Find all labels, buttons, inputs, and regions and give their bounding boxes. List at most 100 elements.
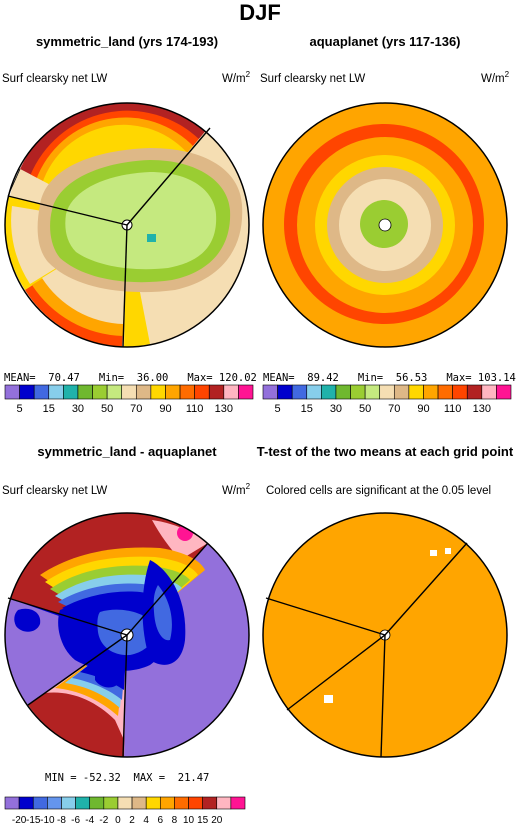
panel-2-stats: MEAN= 89.42 Min= 56.53 Max= 103.14 (263, 372, 516, 384)
colorbar-3-tick-label: -15 (26, 815, 41, 825)
colorbar-3-swatch-6 (89, 796, 105, 810)
colorbar-3-swatch-10 (145, 796, 161, 810)
colorbar-2-tick-label: 70 (388, 403, 400, 415)
colorbar-3-tick-label: -2 (99, 815, 108, 825)
colorbar-3-tick-label: 15 (197, 815, 209, 825)
colorbar-3-swatch-14 (202, 796, 218, 810)
colorbar-1-tick-label: 50 (101, 403, 113, 415)
panel-4-map (262, 512, 508, 758)
p3-blob-w1 (14, 608, 41, 632)
colorbar-1-swatch-16 (238, 384, 254, 400)
colorbar-3-tick-label: -6 (71, 815, 80, 825)
colorbar-2-swatch-5 (335, 384, 351, 400)
colorbar-2-swatch-13 (452, 384, 468, 400)
colorbar-3-swatch-3 (47, 796, 62, 810)
colorbar-1-tick-label: 30 (72, 403, 84, 415)
colorbar-3-swatch-0 (4, 796, 20, 810)
panel-1-units: W/m2 (222, 70, 251, 85)
panel-3-stats: MIN = -52.32 MAX = 21.47 (45, 772, 209, 784)
p3-east-sector (124, 543, 249, 757)
colorbar-2-swatch-3 (306, 384, 322, 400)
colorbar-3-swatch-16 (230, 796, 246, 810)
colorbar-1-swatch-9 (135, 384, 152, 400)
colorbar-1-swatch-13 (194, 384, 210, 400)
colorbar-3-tick-label: -4 (85, 815, 94, 825)
colorbar-2-tick-label: 30 (330, 403, 342, 415)
colorbar-2-tick-label: 50 (359, 403, 371, 415)
colorbar-3-tick-label: 4 (143, 815, 149, 825)
colorbar-3-tick-label: -20 (12, 815, 27, 825)
colorbar-3-swatch-2 (32, 796, 48, 810)
colorbar-1-swatch-6 (92, 384, 108, 400)
colorbar-2-swatch-16 (496, 384, 512, 400)
colorbar-1-tick-label: 70 (130, 403, 142, 415)
colorbar-1-swatch-8 (121, 384, 137, 400)
colorbar-1-tick-label: 130 (215, 403, 233, 415)
colorbar-2-swatch-2 (291, 384, 308, 400)
colorbar-panel-2: 5 15 30 50 70 90 110 130 (262, 384, 512, 415)
colorbar-3-tick-label: -10 (40, 815, 55, 825)
panel-4-note: Colored cells are significant at the 0.0… (266, 485, 491, 497)
colorbar-2-tick-label: 15 (301, 403, 313, 415)
colorbar-1-tick-label: 15 (43, 403, 55, 415)
colorbar-2-swatch-10 (408, 384, 424, 400)
colorbar-3-tick-label: 0 (115, 815, 121, 825)
colorbar-2-swatch-7 (364, 384, 381, 400)
colorbar-1-swatch-10 (150, 384, 166, 400)
panel-1-map (4, 102, 250, 348)
colorbar-2-tick-label: 110 (444, 403, 462, 415)
panel-3-units: W/m2 (222, 482, 251, 497)
colorbar-2-swatch-4 (321, 384, 337, 400)
colorbar-1-swatch-1 (19, 384, 35, 400)
colorbar-1-tick-label: 110 (186, 403, 204, 415)
colorbar-3-tick-label: -8 (57, 815, 66, 825)
colorbar-3-swatch-7 (103, 796, 119, 810)
colorbar-panel-1: 5 15 30 50 70 90 110 130 (4, 384, 254, 415)
colorbar-2-swatch-15 (481, 384, 497, 400)
colorbar-2-swatch-0 (262, 384, 278, 400)
colorbar-panel-3: -20 -15 -10 -8 -6 -4 -2 0 2 4 6 8 10 15 20 (4, 796, 246, 825)
panel-2-title: aquaplanet (yrs 117-136) (309, 34, 460, 49)
colorbar-3-tick-label: 2 (129, 815, 135, 825)
colorbar-3-swatch-13 (188, 796, 203, 810)
colorbar-1-swatch-12 (179, 384, 195, 400)
colorbar-1-tick-label: 5 (17, 403, 23, 415)
figure-title: DJF (239, 0, 281, 25)
panel-3-variable-label: Surf clearsky net LW (2, 485, 107, 497)
colorbar-2-swatch-6 (350, 384, 366, 400)
colorbar-1-tick-label: 90 (159, 403, 171, 415)
colorbar-2-swatch-12 (437, 384, 453, 400)
colorbar-1-swatch-14 (208, 384, 225, 400)
colorbar-1-swatch-5 (77, 384, 93, 400)
colorbar-1-swatch-4 (63, 384, 79, 400)
p4-nonsig-cell-2 (445, 548, 451, 554)
p1-min-patch (147, 234, 156, 242)
panel-3-title: symmetric_land - aquaplanet (37, 444, 217, 459)
p4-nonsig-cell-3 (324, 695, 333, 703)
colorbar-3-tick-label: 10 (183, 815, 195, 825)
colorbar-2-swatch-14 (466, 384, 483, 400)
panel-3-map (4, 512, 250, 758)
colorbar-1-swatch-11 (165, 384, 181, 400)
colorbar-1-swatch-2 (33, 384, 50, 400)
colorbar-2-swatch-11 (423, 384, 439, 400)
colorbar-2-tick-label: 90 (417, 403, 429, 415)
colorbar-3-tick-label: 6 (158, 815, 164, 825)
colorbar-3-swatch-1 (18, 796, 34, 810)
panel-2-map (262, 102, 508, 348)
p3-blob-s1 (95, 666, 119, 688)
panel-2-units: W/m2 (481, 70, 510, 85)
colorbar-3-tick-label: 8 (172, 815, 178, 825)
colorbar-3-swatch-11 (159, 796, 175, 810)
colorbar-1-swatch-3 (48, 384, 64, 400)
panel-1-variable-label: Surf clearsky net LW (2, 73, 107, 85)
panel-2-variable-label: Surf clearsky net LW (260, 73, 365, 85)
colorbar-2-tick-label: 5 (275, 403, 281, 415)
colorbar-2-swatch-8 (379, 384, 395, 400)
colorbar-1-swatch-15 (223, 384, 239, 400)
colorbar-3-swatch-15 (216, 796, 232, 810)
colorbar-3-swatch-4 (61, 796, 76, 810)
p3-top-pink (152, 520, 208, 560)
colorbar-2-swatch-9 (393, 384, 410, 400)
